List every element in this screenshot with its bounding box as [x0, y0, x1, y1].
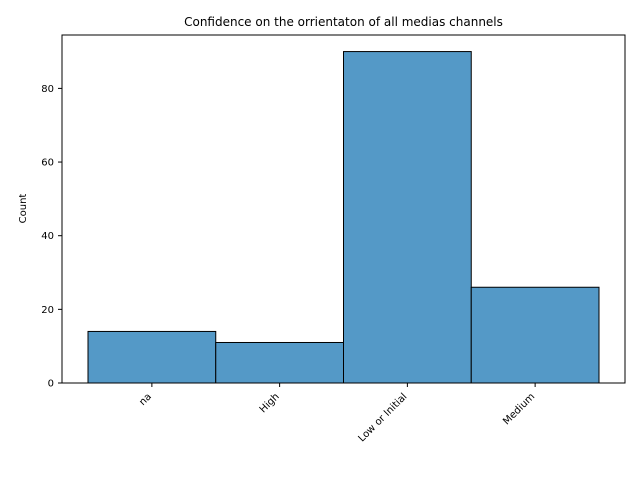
chart-title: Confidence on the orrientaton of all med… [184, 15, 503, 29]
x-tick-label: Medium [501, 391, 537, 427]
y-tick-label: 60 [41, 158, 54, 169]
y-tick-label: 0 [48, 379, 54, 390]
y-tick-label: 40 [41, 231, 54, 242]
x-tick-label: na [137, 391, 154, 408]
y-ticks-group: 0 20 40 60 80 [41, 84, 62, 390]
x-ticks-group: na High Low or Initial Medium [137, 383, 537, 444]
bar-na [87, 330, 217, 384]
x-tick-label: High [258, 391, 282, 415]
y-tick-label: 80 [41, 84, 54, 95]
x-tick-label: Low or Initial [356, 391, 409, 444]
plot-frame [61, 34, 626, 384]
bars-group [87, 51, 600, 384]
bar-high [215, 341, 344, 384]
y-tick-label: 20 [41, 305, 54, 316]
bar-medium [470, 286, 600, 384]
y-axis-label: Count [18, 194, 29, 224]
bar-low-or-initial [343, 51, 472, 384]
